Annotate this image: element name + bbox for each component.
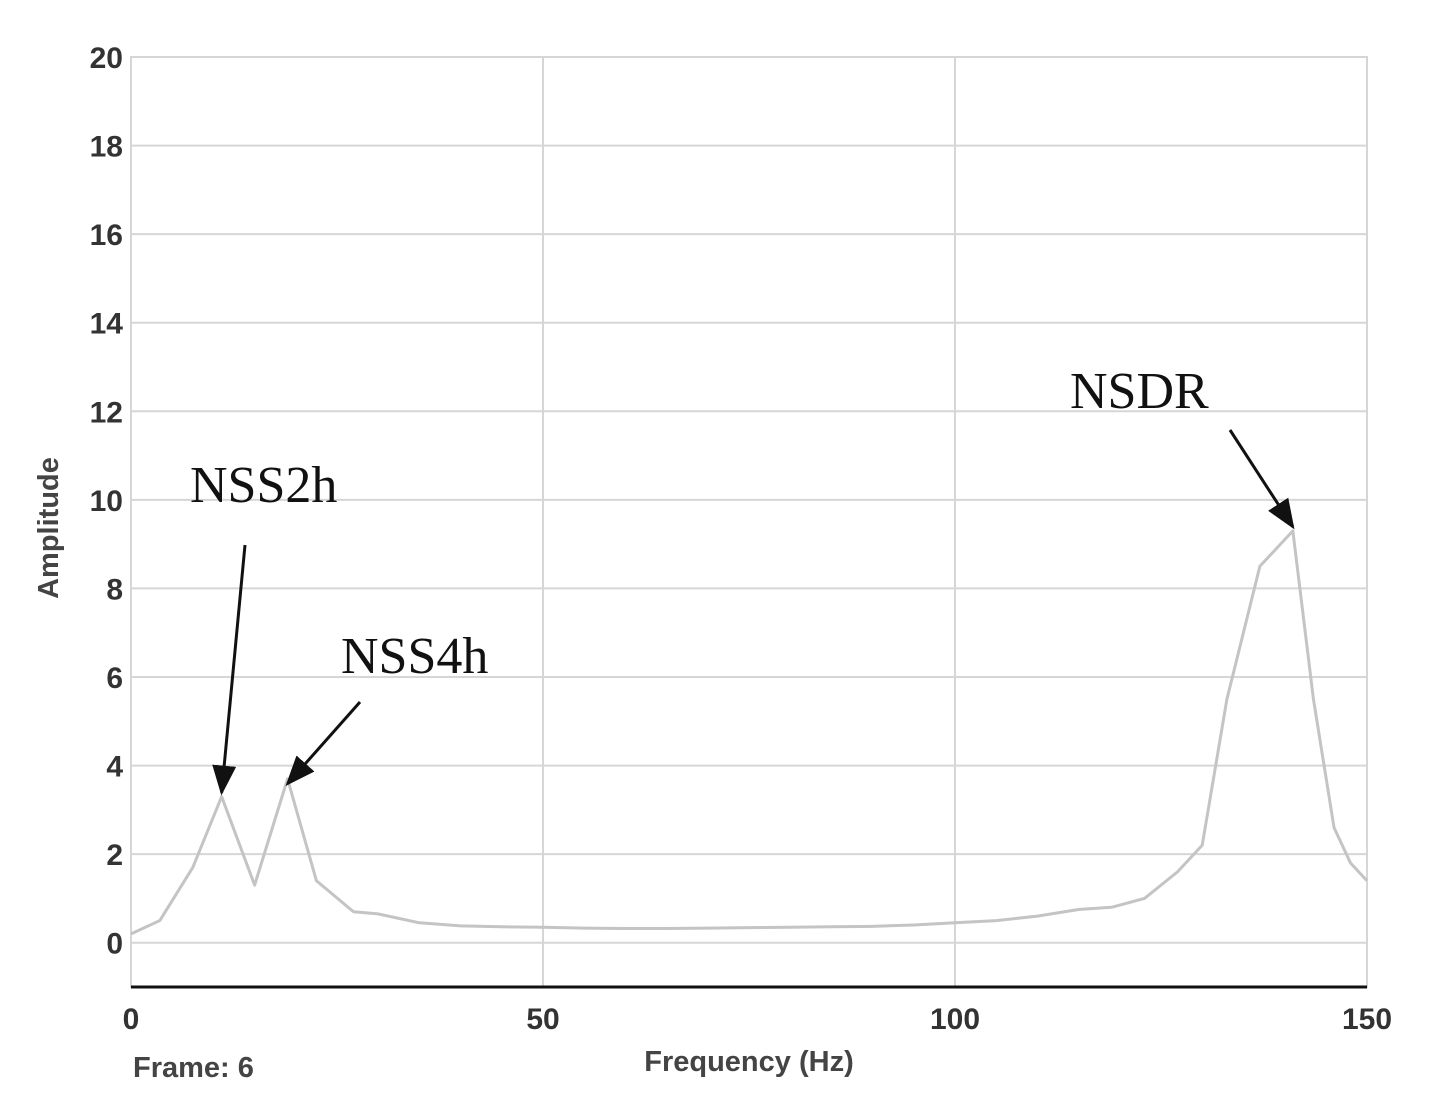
- y-tick-label: 18: [90, 131, 123, 164]
- y-tick-labels: 0 2 4 6 8 10 12 14 16 18 20: [90, 42, 124, 961]
- annotation-label: NSS4h: [341, 628, 488, 685]
- x-tick-label: 0: [123, 1003, 140, 1036]
- y-tick-label: 20: [90, 42, 123, 75]
- y-tick-label: 2: [106, 839, 123, 872]
- axes: [130, 56, 1368, 989]
- annotation-label: NSS2h: [190, 457, 337, 514]
- x-axis-title: Frequency (Hz): [644, 1046, 853, 1078]
- y-axis-title: Amplitude: [33, 457, 65, 599]
- grid: [130, 56, 1368, 987]
- y-tick-label: 6: [106, 662, 123, 695]
- x-tick-label: 150: [1342, 1003, 1392, 1036]
- y-tick-label: 10: [90, 485, 123, 518]
- y-tick-label: 0: [106, 928, 123, 961]
- y-tick-label: 12: [90, 396, 123, 429]
- x-tick-labels: 0 50 100 150: [123, 1003, 1392, 1036]
- annotation-arrow: [285, 701, 362, 786]
- y-tick-label: 14: [90, 308, 124, 341]
- series-layer: [130, 529, 1369, 936]
- plot-frame: [130, 56, 1368, 988]
- y-tick-label: 8: [106, 573, 123, 606]
- annotation-arrow: [1228, 429, 1295, 530]
- x-tick-label: 50: [526, 1003, 559, 1036]
- y-tick-label: 4: [106, 751, 123, 784]
- frame-label: Frame: 6: [133, 1052, 254, 1084]
- annotation-label: NSDR: [1070, 363, 1209, 420]
- series-line: [130, 529, 1369, 936]
- y-tick-label: 16: [90, 219, 123, 252]
- annotations: NSS2h NSS4h NSDR: [190, 363, 1295, 796]
- x-tick-label: 100: [930, 1003, 980, 1036]
- annotation-arrow: [212, 544, 247, 796]
